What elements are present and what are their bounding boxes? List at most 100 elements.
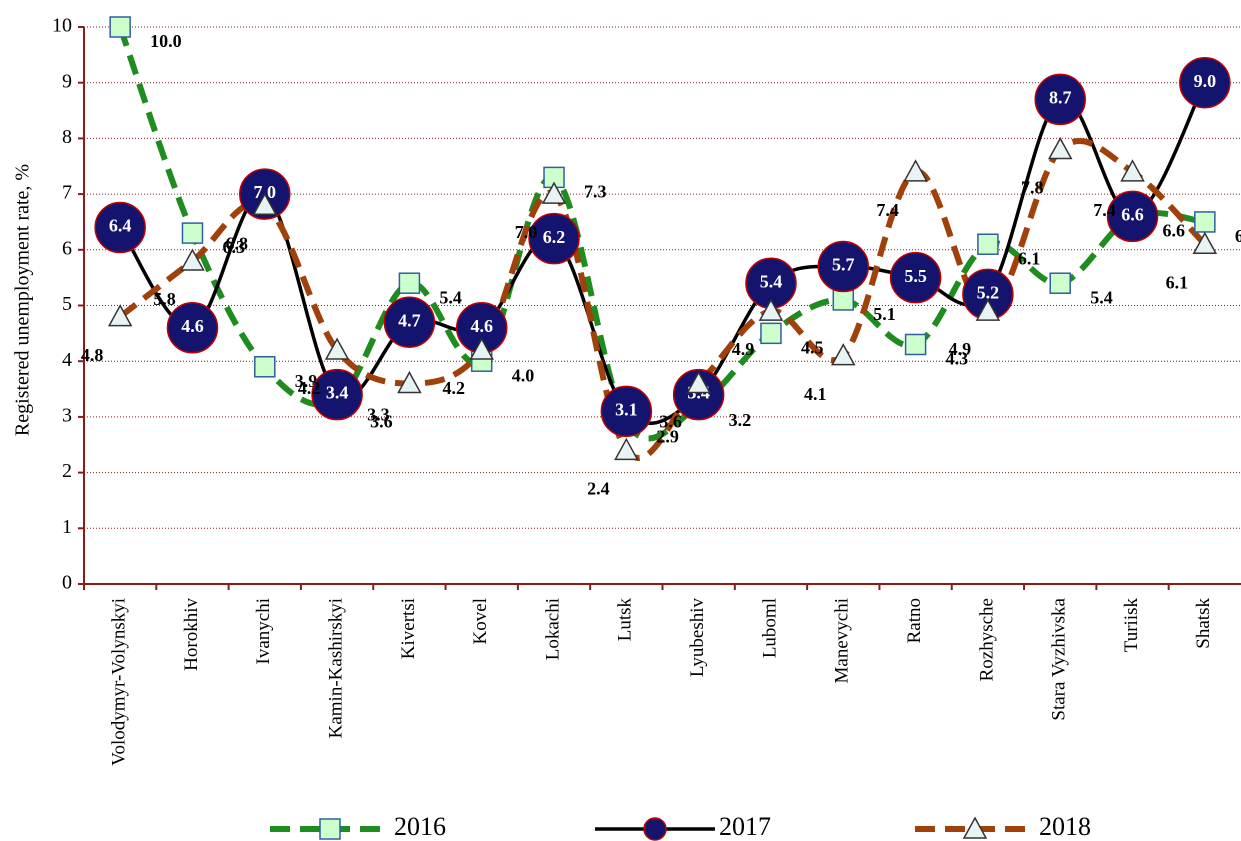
data-label: 4.9 — [732, 339, 755, 359]
data-label: 7.8 — [1021, 178, 1044, 198]
data-label: 6.1 — [1018, 248, 1041, 268]
marker-triangle — [831, 343, 856, 366]
data-label: 7.3 — [584, 182, 607, 202]
marker-square — [977, 233, 999, 255]
x-tick-label: Ratno — [904, 598, 925, 643]
marker-circle — [383, 296, 436, 348]
data-label: 6.3 — [222, 237, 245, 257]
data-label: 5.5 — [904, 266, 927, 286]
y-tick-label: 7 — [62, 182, 72, 204]
marker-circle — [528, 212, 580, 265]
data-label: 6.4 — [109, 216, 132, 236]
legend-label: 2017 — [719, 812, 771, 841]
data-label: 6.6 — [1163, 221, 1186, 241]
marker-circle — [1106, 190, 1159, 243]
legend-label: 2016 — [394, 812, 446, 841]
marker-triangle — [1120, 159, 1145, 182]
data-label: 7.0 — [254, 182, 277, 202]
data-label: 4.6 — [181, 316, 204, 336]
x-tick-label: Lokachi — [542, 598, 563, 660]
x-tick-label: Kovel — [470, 598, 491, 644]
data-label: 7.4 — [876, 200, 899, 220]
marker-triangle — [397, 370, 422, 394]
marker-triangle — [469, 337, 494, 360]
marker-square — [904, 333, 927, 356]
x-tick-label: Lutsk — [615, 598, 636, 642]
x-tick-label: Manevychi — [832, 598, 853, 683]
y-tick-label: 9 — [62, 70, 72, 92]
marker-circle — [311, 368, 363, 421]
x-tick-label: Volodymyr-Volynskyi — [109, 598, 130, 766]
marker-triangle — [903, 159, 928, 182]
marker-square — [109, 16, 131, 38]
data-label: 4.8 — [81, 345, 104, 365]
data-label: 10.0 — [150, 31, 182, 51]
marker-triangle — [1192, 231, 1218, 254]
marker-circle — [600, 385, 653, 438]
data-label: 6.5 — [1235, 226, 1241, 246]
x-tick-label: Rozhysche — [976, 598, 997, 681]
data-label: 3.4 — [326, 383, 349, 403]
data-label: 4.2 — [442, 378, 465, 398]
data-label: 3.3 — [367, 404, 390, 424]
y-tick-label: 5 — [62, 293, 72, 315]
data-label: 4.9 — [949, 339, 972, 359]
marker-square — [1194, 211, 1216, 233]
marker-circle — [94, 201, 146, 254]
marker-square — [181, 222, 204, 244]
marker-square — [832, 289, 855, 311]
legend-item: 2017 — [595, 812, 771, 841]
x-tick-label: Lyubeshiv — [687, 598, 708, 678]
data-label: 3.1 — [615, 399, 638, 419]
legend-label: 2018 — [1039, 812, 1091, 841]
marker-square — [254, 356, 276, 378]
marker-square — [319, 818, 341, 840]
x-tick-label: Turiisk — [1121, 598, 1142, 653]
marker-triangle — [541, 181, 567, 204]
marker-square — [1049, 272, 1071, 294]
data-label: 4.2 — [298, 378, 321, 398]
data-label: 7.0 — [515, 222, 538, 242]
x-tick-label: Shatsk — [1193, 598, 1214, 649]
x-tick-label: Luboml — [759, 598, 780, 658]
y-tick-label: 2 — [62, 460, 72, 482]
marker-circle — [1034, 73, 1086, 126]
data-label: 3.2 — [729, 410, 752, 430]
data-label: 2.4 — [587, 478, 610, 498]
data-label: 6.8 — [226, 233, 249, 253]
data-label: 6.1 — [1166, 272, 1189, 292]
data-label: 5.7 — [832, 255, 855, 275]
data-label: 3.6 — [659, 412, 682, 432]
marker-triangle — [180, 248, 205, 271]
data-label: 4.0 — [512, 365, 535, 385]
x-tick-label: Ivanychi — [253, 598, 274, 664]
data-label: 5.4 — [1090, 287, 1113, 307]
marker-square — [398, 272, 421, 294]
data-label: 5.4 — [760, 271, 783, 291]
data-label: 5.1 — [873, 304, 896, 324]
x-tick-label: Kivertsi — [398, 598, 419, 659]
y-tick-label: 4 — [62, 349, 72, 371]
marker-triangle — [324, 337, 350, 360]
data-label: 3.6 — [370, 412, 393, 432]
legend-item: 2018 — [915, 812, 1091, 841]
y-tick-label: 8 — [62, 126, 72, 148]
marker-triangle — [758, 298, 784, 321]
marker-triangle — [975, 298, 1001, 321]
marker-circle — [1179, 56, 1231, 109]
marker-triangle — [614, 437, 639, 461]
x-tick-label: Horokhiv — [181, 598, 202, 671]
data-label: 4.6 — [470, 316, 493, 336]
data-label: 9.0 — [1194, 71, 1217, 91]
y-tick-label: 1 — [62, 516, 72, 538]
data-label: 2.9 — [656, 427, 679, 447]
marker-triangle — [686, 370, 711, 394]
data-label: 3.9 — [295, 371, 318, 391]
data-label: 4.5 — [801, 337, 824, 357]
series-line — [118, 138, 1207, 461]
marker-circle — [166, 302, 219, 354]
data-label: 4.1 — [804, 384, 827, 404]
y-tick-label: 0 — [62, 572, 72, 594]
y-tick-label: 10 — [52, 15, 72, 37]
